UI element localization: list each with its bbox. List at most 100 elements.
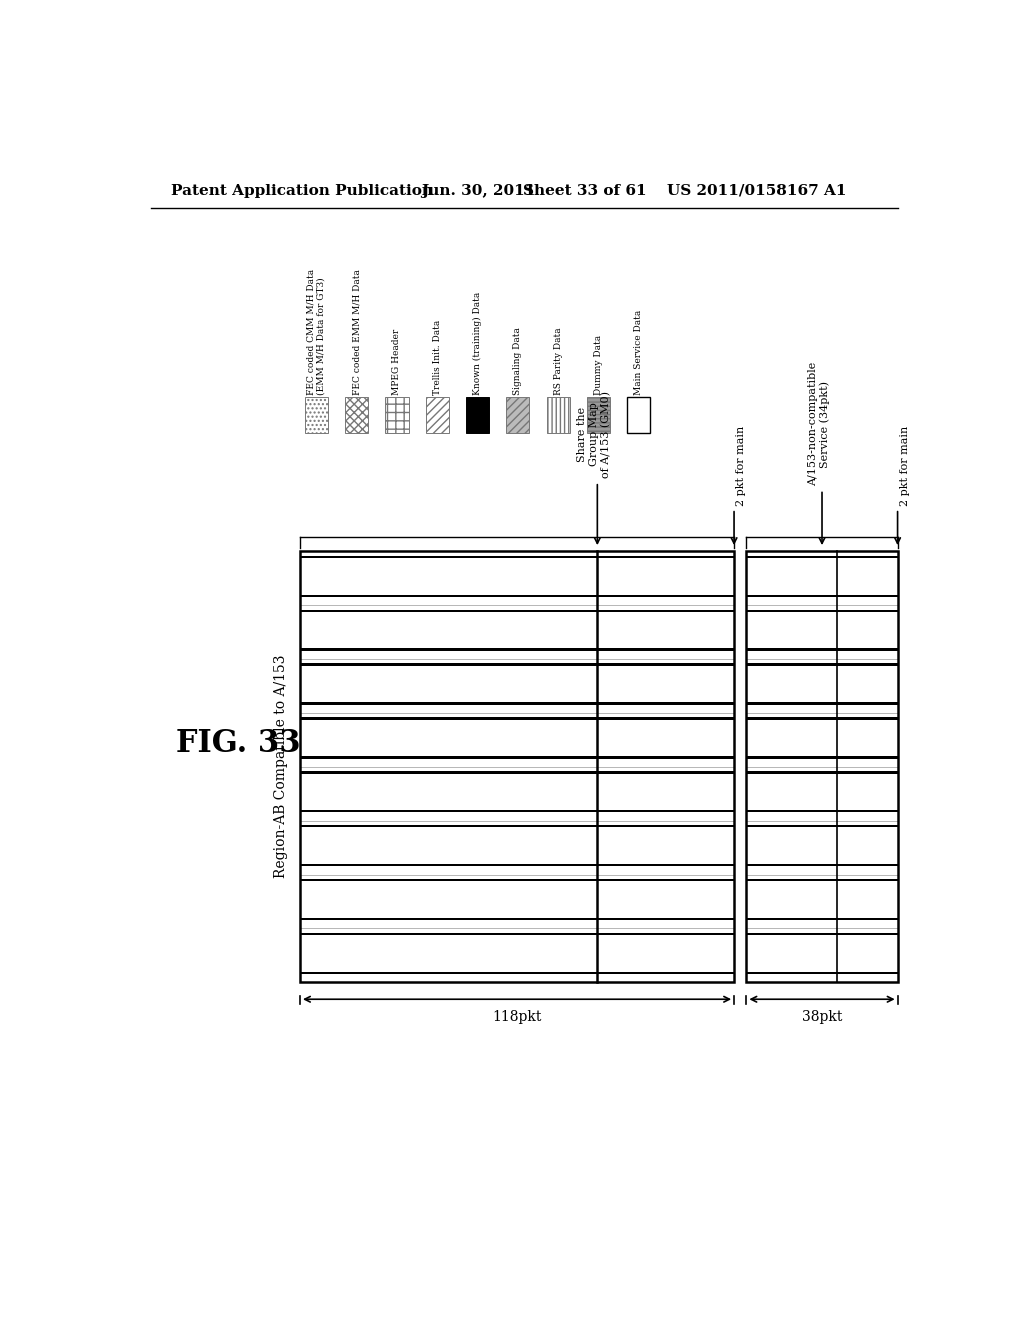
Bar [746, 879, 898, 882]
Bar [746, 665, 784, 702]
Bar [746, 612, 765, 648]
Bar [746, 774, 822, 810]
Bar [587, 397, 610, 433]
Bar [300, 933, 734, 936]
Bar [300, 665, 409, 702]
Bar [300, 552, 734, 982]
Bar [746, 882, 860, 917]
Bar [746, 702, 898, 705]
Text: 2 pkt for main: 2 pkt for main [736, 426, 746, 507]
Bar [879, 936, 898, 972]
Text: US 2011/0158167 A1: US 2011/0158167 A1 [667, 183, 846, 198]
Bar [300, 705, 463, 713]
Bar [746, 756, 898, 759]
Bar [300, 552, 734, 982]
Text: Signaling Data: Signaling Data [513, 327, 522, 395]
Bar [746, 936, 879, 972]
Bar [746, 771, 898, 774]
Text: Known (training) Data: Known (training) Data [473, 292, 482, 395]
Bar [300, 879, 734, 882]
Bar [746, 556, 898, 558]
Bar [300, 917, 734, 920]
Bar [300, 774, 517, 810]
Bar [746, 821, 898, 825]
Bar [547, 397, 569, 433]
Bar [765, 612, 784, 648]
Bar [300, 759, 517, 767]
Bar [571, 828, 626, 865]
Bar [300, 558, 354, 594]
Bar [746, 717, 898, 719]
Bar [300, 664, 734, 665]
Bar [822, 774, 841, 810]
Bar [746, 865, 898, 866]
Bar [300, 865, 734, 866]
Bar [746, 664, 898, 665]
Bar [746, 705, 803, 713]
Text: Trellis Init. Data: Trellis Init. Data [433, 319, 441, 395]
Bar [841, 828, 860, 865]
Bar [746, 558, 765, 594]
Bar [746, 552, 898, 982]
Bar [680, 936, 734, 972]
Bar [463, 719, 517, 756]
Bar [746, 874, 898, 879]
Bar [746, 759, 822, 767]
Bar [300, 882, 626, 917]
Text: 2 pkt for main: 2 pkt for main [900, 426, 910, 507]
Text: FEC coded EMM M/H Data: FEC coded EMM M/H Data [352, 269, 361, 395]
Bar [746, 933, 898, 936]
Bar [345, 397, 369, 433]
Bar [746, 594, 898, 597]
Text: FEC coded CMM M/H Data
(EMM M/H Data for GT3): FEC coded CMM M/H Data (EMM M/H Data for… [306, 269, 326, 395]
Text: FIG. 33: FIG. 33 [176, 729, 301, 759]
Bar [746, 813, 841, 821]
Bar [746, 920, 879, 928]
Bar [746, 866, 860, 875]
Bar [517, 774, 571, 810]
Bar [627, 397, 650, 433]
Bar [746, 828, 841, 865]
Bar [300, 605, 734, 610]
Bar [746, 597, 765, 605]
Bar [746, 767, 898, 771]
Bar [305, 397, 328, 433]
Bar [746, 552, 898, 556]
Bar [300, 756, 734, 759]
Bar [784, 665, 803, 702]
Bar [300, 612, 354, 648]
Bar [746, 651, 784, 659]
Text: Patent Application Publication: Patent Application Publication [171, 183, 432, 198]
Bar [385, 397, 409, 433]
Bar [300, 597, 354, 605]
Bar [300, 936, 680, 972]
Bar [746, 713, 898, 717]
Bar [860, 882, 879, 917]
Text: RS Parity Data: RS Parity Data [554, 327, 562, 395]
Bar [626, 882, 680, 917]
Bar [426, 397, 449, 433]
Bar [746, 972, 898, 974]
Bar [746, 719, 803, 756]
Bar [300, 702, 734, 705]
Bar [746, 917, 898, 920]
Bar [466, 397, 489, 433]
Bar [746, 659, 898, 664]
Bar [300, 974, 734, 982]
Text: Main Service Data: Main Service Data [634, 310, 643, 395]
Bar [300, 825, 734, 828]
Bar [300, 648, 734, 651]
Bar [300, 810, 734, 813]
Bar [300, 813, 571, 821]
Bar [746, 610, 898, 612]
Bar [746, 974, 898, 982]
Bar [300, 659, 734, 664]
Bar [746, 648, 898, 651]
Bar [300, 920, 680, 928]
Bar [300, 821, 734, 825]
Bar [300, 610, 734, 612]
Text: Region-AB Compatible to A/153: Region-AB Compatible to A/153 [274, 655, 289, 878]
Text: Share the
Group Map
of A/153 (GM0): Share the Group Map of A/153 (GM0) [578, 391, 611, 478]
Bar [746, 825, 898, 828]
Bar [746, 810, 898, 813]
